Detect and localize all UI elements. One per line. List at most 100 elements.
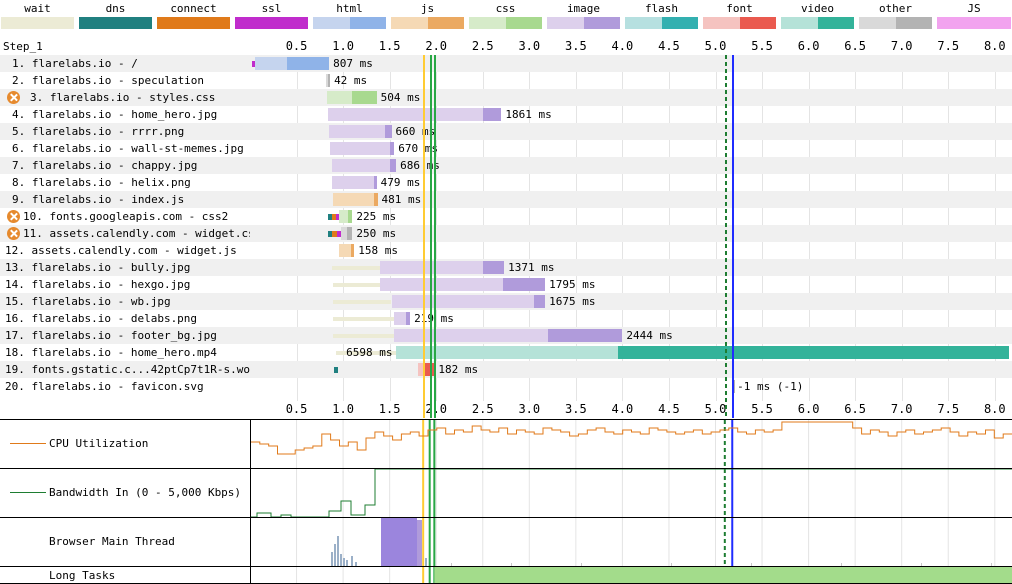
main-thread-activity bbox=[331, 552, 333, 566]
request-row[interactable]: 7. flarelabs.io - chappy.jpg 686 ms bbox=[0, 157, 1012, 174]
request-time: 479 ms bbox=[380, 176, 421, 189]
timing-dns bbox=[333, 366, 339, 373]
main-thread-activity bbox=[671, 563, 672, 566]
axis-tick: 5.5 bbox=[751, 39, 773, 53]
separator bbox=[0, 517, 1012, 518]
request-time: -1 ms (-1) bbox=[737, 380, 804, 393]
request-row[interactable]: 18. flarelabs.io - home_hero.mp4 6598 ms bbox=[0, 344, 1012, 361]
request-bar-wait bbox=[339, 210, 348, 223]
waterfall-chart: Step_1 0.5 1.0 1.5 2.0 2.5 3.0 3.5 4.0 4.5 5.0 5.5… bbox=[0, 38, 1012, 584]
request-name: 11. assets.calendly.com - widget.css bbox=[23, 227, 250, 240]
request-row[interactable]: 16. flarelabs.io - delabs.png219 ms bbox=[0, 310, 1012, 327]
request-label: 17. flarelabs.io - footer_bg.jpg bbox=[0, 327, 250, 344]
axis-tick: 7.5 bbox=[937, 39, 960, 53]
request-row[interactable]: 19. fonts.gstatic.c...42ptCp7t1R-s.woff2… bbox=[0, 361, 1012, 378]
timing-dns bbox=[328, 213, 332, 220]
legend-label: css bbox=[495, 2, 516, 15]
request-row[interactable]: 9. flarelabs.io - index.js 481 ms bbox=[0, 191, 1012, 208]
request-label: 12. assets.calendly.com - widget.js bbox=[0, 242, 250, 259]
request-name: 20. flarelabs.io - favicon.svg bbox=[5, 380, 204, 393]
request-bar-wait bbox=[332, 193, 374, 206]
axis-tick: 5.0 bbox=[704, 39, 727, 53]
legend-other: other bbox=[859, 0, 932, 32]
request-bar-wait bbox=[396, 346, 618, 359]
legend-label: dns bbox=[105, 2, 126, 15]
legend-label: video bbox=[800, 2, 835, 15]
legend-js: js bbox=[391, 0, 464, 32]
request-bar-wait bbox=[331, 159, 390, 172]
request-row[interactable]: 10. fonts.googleapis.com - css2 225 ms bbox=[0, 208, 1012, 225]
legend-swatch bbox=[157, 17, 230, 29]
request-name: 3. flarelabs.io - styles.css bbox=[30, 91, 216, 104]
legend-image: image bbox=[547, 0, 620, 32]
separator bbox=[250, 419, 251, 584]
main-thread-activity bbox=[751, 563, 752, 566]
request-row[interactable]: 17. flarelabs.io - footer_bg.jpg 2444 ms bbox=[0, 327, 1012, 344]
legend-css: css bbox=[469, 0, 542, 32]
request-label: 5. flarelabs.io - rrrr.png bbox=[0, 123, 250, 140]
request-row[interactable]: 20. flarelabs.io - favicon.svg -1 ms (-1) bbox=[0, 378, 1012, 395]
request-row[interactable]: 8. flarelabs.io - helix.png 479 ms bbox=[0, 174, 1012, 191]
request-bar-download bbox=[352, 91, 377, 104]
legend-jsexec: JS Execution bbox=[937, 0, 1011, 32]
axis-tick: 1.5 bbox=[378, 402, 401, 416]
request-bar-wait bbox=[394, 312, 407, 325]
request-label: 1. flarelabs.io - / bbox=[0, 55, 250, 72]
legend-swatch bbox=[469, 17, 542, 29]
main-thread-activity bbox=[511, 563, 512, 566]
axis-tick: 7.0 bbox=[890, 39, 913, 53]
cpu-line bbox=[251, 421, 1012, 455]
request-label: 4. flarelabs.io - home_hero.jpg bbox=[0, 106, 250, 123]
step-header: Step_1 0.5 1.0 1.5 2.0 2.5 3.0 3.5 4.0 4.5 5.0 5.5… bbox=[0, 38, 1012, 55]
axis-tick: 0.5 bbox=[285, 402, 308, 416]
request-time: 2444 ms bbox=[626, 329, 673, 342]
axis-tick: 7.0 bbox=[890, 402, 913, 416]
request-bar-download bbox=[389, 159, 397, 172]
request-name: 6. flarelabs.io - wall-st-memes.jpg bbox=[12, 142, 244, 155]
request-row[interactable]: 4. flarelabs.io - home_hero.jpg 1861 ms bbox=[0, 106, 1012, 123]
request-label: 3. flarelabs.io - styles.css bbox=[0, 89, 250, 106]
request-row[interactable]: 1. flarelabs.io - / 807 ms bbox=[0, 55, 1012, 72]
legend-label: js bbox=[420, 2, 435, 15]
legend-swatch bbox=[391, 17, 464, 29]
request-row[interactable]: 6. flarelabs.io - wall-st-memes.jpg 670 m… bbox=[0, 140, 1012, 157]
legend-label: connect bbox=[170, 2, 217, 15]
timing-ssl bbox=[336, 230, 342, 237]
request-row[interactable]: 2. flarelabs.io - speculation 42 ms bbox=[0, 72, 1012, 89]
request-name: 19. fonts.gstatic.c...42ptCp7t1R-s.woff2 bbox=[5, 363, 250, 376]
top-axis: 0.5 1.0 1.5 2.0 2.5 3.0 3.5 4.0 4.5 5.0 5.5 6.0 6.5 7… bbox=[250, 38, 1012, 55]
error-icon bbox=[7, 91, 20, 104]
legend-wait: wait bbox=[1, 0, 74, 32]
request-bar-wait bbox=[380, 278, 504, 291]
axis-tick: 6.5 bbox=[844, 39, 866, 53]
legend-ssl: ssl bbox=[235, 0, 308, 32]
request-row[interactable]: 13. flarelabs.io - bully.jpg 1371 ms bbox=[0, 259, 1012, 276]
request-row[interactable]: 12. assets.calendly.com - widget.js 158 m… bbox=[0, 242, 1012, 259]
request-bar-wait bbox=[254, 57, 288, 70]
request-row[interactable]: 5. flarelabs.io - rrrr.png 660 ms bbox=[0, 123, 1012, 140]
request-time: 182 ms bbox=[438, 363, 479, 376]
axis-tick: 2.0 bbox=[425, 39, 448, 53]
request-label: 15. flarelabs.io - wb.jpg bbox=[0, 293, 250, 310]
request-bar-download bbox=[533, 295, 546, 308]
axis-tick: 1.5 bbox=[378, 39, 401, 53]
request-name: 12. assets.calendly.com - widget.js bbox=[5, 244, 237, 257]
request-time: 158 ms bbox=[358, 244, 399, 257]
request-row[interactable]: 11. assets.calendly.com - widget.css 250 … bbox=[0, 225, 1012, 242]
request-bar-download bbox=[328, 74, 331, 87]
request-name: 8. flarelabs.io - helix.png bbox=[12, 176, 191, 189]
error-icon bbox=[7, 227, 20, 240]
timing-marker bbox=[429, 55, 432, 418]
request-row[interactable]: 14. flarelabs.io - hexgo.jpg 1795 ms bbox=[0, 276, 1012, 293]
timing-wait bbox=[332, 333, 395, 338]
long-task-bar bbox=[434, 567, 1012, 583]
main-thread-script bbox=[381, 518, 417, 566]
timing-wait bbox=[332, 282, 381, 287]
request-row[interactable]: 15. flarelabs.io - wb.jpg 1675 ms bbox=[0, 293, 1012, 310]
request-bar-wait bbox=[339, 244, 351, 257]
request-bar-wait bbox=[328, 108, 483, 121]
request-row[interactable]: 3. flarelabs.io - styles.css 504 ms bbox=[0, 89, 1012, 106]
axis-tick: 4.5 bbox=[658, 39, 680, 53]
main-thread-activity bbox=[991, 563, 992, 566]
legend-label: wait bbox=[24, 2, 51, 15]
